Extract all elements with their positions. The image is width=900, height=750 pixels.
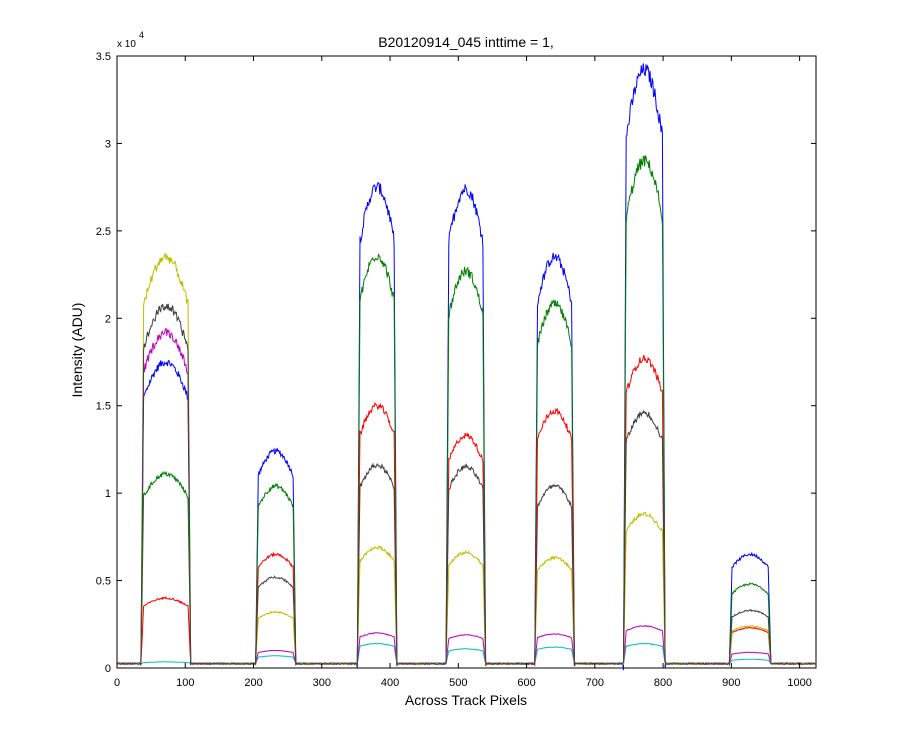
x-tick-label: 300	[313, 677, 331, 689]
series-line-7	[116, 303, 817, 667]
y-exponent-power: 4	[139, 30, 144, 40]
y-tick-label: 0.5	[96, 576, 111, 588]
y-tick-label: 2.5	[96, 226, 111, 238]
chart-title: B20120914_045 inttime = 1,	[378, 34, 554, 50]
x-tick-label: 200	[244, 677, 262, 689]
x-tick-label: 1000	[787, 677, 811, 689]
plot-area	[116, 55, 817, 669]
series-layer	[116, 63, 817, 671]
y-tick-label: 1.5	[96, 401, 111, 413]
x-tick-label: 500	[449, 677, 467, 689]
x-tick-label: 0	[114, 677, 120, 689]
y-exponent-label: x 10	[117, 39, 136, 50]
x-tick-label: 900	[722, 677, 740, 689]
x-tick-label: 100	[176, 677, 194, 689]
y-tick-label: 1	[105, 488, 111, 500]
axis-layer: 0 100 200 300 400 500 600 700 800 900 1000 0 0.5 1 1.5…	[96, 51, 816, 689]
x-tick-label: 400	[381, 677, 399, 689]
y-tick-label: 3.5	[96, 51, 111, 63]
x-tick-label: 800	[654, 677, 672, 689]
y-axis-label: Intensity (ADU)	[69, 303, 85, 398]
y-tick-label: 2	[105, 313, 111, 325]
x-axis-label: Across Track Pixels	[405, 692, 527, 708]
x-tick-label: 700	[586, 677, 604, 689]
x-tick-label: 600	[517, 677, 535, 689]
y-tick-label: 3	[105, 138, 111, 150]
y-tick-label: 0	[105, 663, 111, 675]
